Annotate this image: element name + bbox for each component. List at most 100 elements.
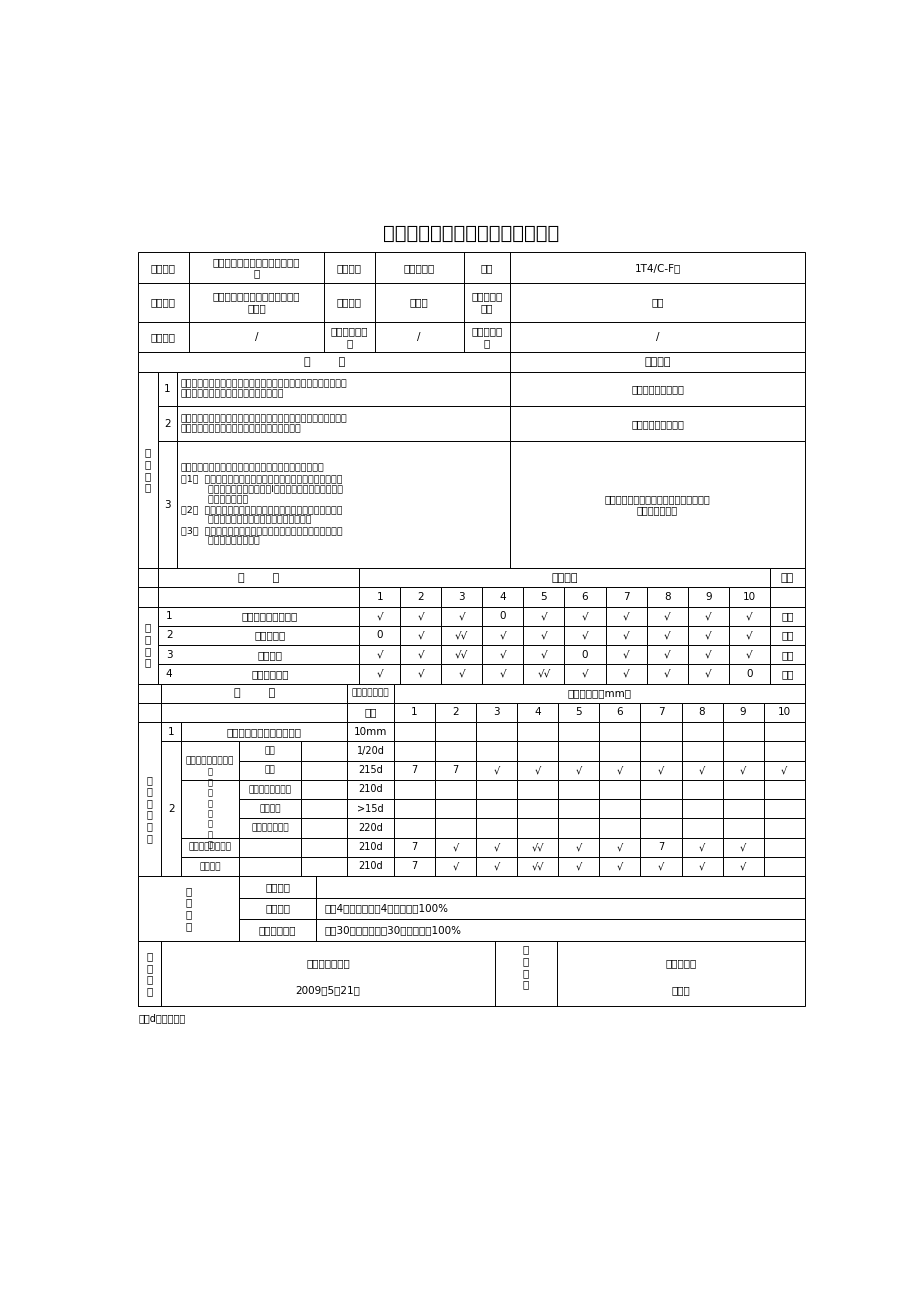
Bar (162, 683, 347, 703)
Bar (640, 761, 681, 779)
Text: √: √ (698, 765, 705, 775)
Text: 施工单位: 施工单位 (151, 298, 176, 307)
Bar (239, 779, 301, 799)
Bar (763, 703, 804, 722)
Bar (605, 626, 646, 645)
Bar (239, 920, 316, 941)
Bar (516, 838, 558, 857)
Bar (598, 779, 640, 799)
Bar (605, 587, 646, 606)
Bar (687, 606, 728, 626)
Bar (558, 857, 598, 876)
Bar (393, 799, 435, 818)
Text: 2: 2 (452, 708, 459, 717)
Text: 7: 7 (411, 842, 417, 852)
Text: 从
本
项
目: 从 本 项 目 (144, 623, 151, 667)
Bar (687, 626, 728, 645)
Bar (763, 779, 804, 799)
Bar (646, 626, 687, 645)
Bar (347, 761, 393, 779)
Text: 梁板柱结构: 梁板柱结构 (403, 263, 435, 273)
Text: √: √ (458, 611, 465, 621)
Bar (564, 626, 605, 645)
Text: √: √ (499, 649, 505, 660)
Bar (181, 857, 239, 876)
Text: /: / (655, 332, 659, 342)
Bar (516, 799, 558, 818)
Bar (646, 606, 687, 626)
Text: √: √ (575, 765, 582, 775)
Bar (347, 722, 393, 742)
Text: 1: 1 (376, 592, 382, 602)
Bar (721, 779, 763, 799)
Text: √: √ (739, 765, 745, 775)
Bar (393, 857, 435, 876)
Text: √: √ (622, 669, 629, 679)
Text: 塑料绝缘电力电缆: 塑料绝缘电力电缆 (188, 843, 232, 852)
Bar (763, 799, 804, 818)
Bar (347, 799, 393, 818)
Bar (138, 252, 804, 284)
Text: 年月日: 年月日 (671, 985, 689, 995)
Text: √: √ (376, 611, 382, 621)
Bar (687, 587, 728, 606)
Text: 橡胶或聚乙烯护套: 橡胶或聚乙烯护套 (248, 785, 291, 794)
Text: 接地（接零）: 接地（接零） (251, 669, 289, 679)
Bar (138, 569, 157, 587)
Bar (769, 626, 804, 645)
Bar (157, 645, 358, 665)
Text: √: √ (581, 631, 588, 640)
Text: 专业技术负责人: 专业技术负责人 (306, 959, 349, 969)
Text: 优良: 优良 (780, 649, 793, 660)
Text: 7: 7 (452, 765, 459, 775)
Text: √√: √√ (455, 649, 468, 660)
Text: √: √ (664, 631, 670, 640)
Bar (728, 587, 769, 606)
Text: 优良: 优良 (780, 669, 793, 679)
Text: √: √ (657, 765, 664, 775)
Text: 监理工程师: 监理工程师 (664, 959, 696, 969)
Text: √: √ (540, 611, 547, 621)
Bar (516, 818, 558, 838)
Text: 项目经理: 项目经理 (336, 298, 361, 307)
Text: 电缆终端头和电缆接头的制作、安装符合
设计及规范要求: 电缆终端头和电缆接头的制作、安装符合 设计及规范要求 (604, 494, 709, 515)
Text: 铅护套钢带铠装: 铅护套钢带铠装 (251, 824, 289, 833)
Bar (441, 645, 482, 665)
Bar (347, 857, 393, 876)
Bar (138, 941, 162, 1006)
Bar (393, 742, 435, 761)
Bar (721, 722, 763, 742)
Bar (763, 857, 804, 876)
Text: 4: 4 (165, 669, 173, 679)
Text: √: √ (622, 611, 629, 621)
Text: √√: √√ (531, 842, 543, 852)
Bar (640, 703, 681, 722)
Bar (681, 703, 721, 722)
Text: √: √ (417, 669, 424, 679)
Text: 215d: 215d (358, 765, 382, 775)
Bar (181, 838, 239, 857)
Text: 9: 9 (704, 592, 710, 602)
Text: 7: 7 (622, 592, 629, 602)
Bar (516, 761, 558, 779)
Bar (393, 818, 435, 838)
Text: 橡
胶
力
胶
电
绝
缘
缆: 橡 胶 力 胶 电 绝 缘 缆 (207, 768, 212, 850)
Text: 王广传: 王广传 (409, 298, 428, 307)
Bar (721, 818, 763, 838)
Bar (763, 818, 804, 838)
Text: 3: 3 (493, 708, 499, 717)
Bar (598, 838, 640, 857)
Text: 210d: 210d (358, 785, 382, 795)
Text: 检查4项，其中优良4项，优良率100%: 检查4项，其中优良4项，优良率100% (323, 903, 448, 913)
Text: 符合设计及规范要求: 符合设计及规范要求 (630, 384, 683, 394)
Bar (728, 626, 769, 645)
Bar (510, 441, 804, 569)
Bar (640, 799, 681, 818)
Text: √: √ (704, 649, 710, 660)
Bar (476, 838, 516, 857)
Bar (681, 857, 721, 876)
Bar (393, 779, 435, 799)
Bar (558, 742, 598, 761)
Text: 注：d为电缆半径: 注：d为电缆半径 (138, 1012, 186, 1023)
Text: 7: 7 (411, 765, 417, 775)
